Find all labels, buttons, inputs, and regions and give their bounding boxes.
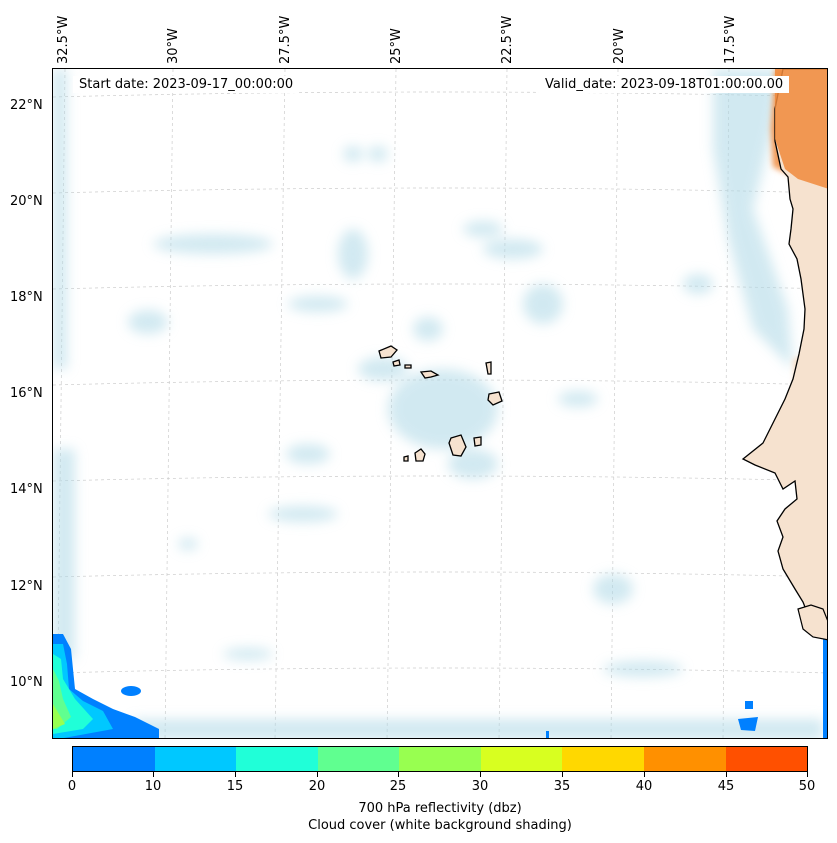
colorbar-title: 700 hPa reflectivity (dbz) bbox=[358, 801, 522, 816]
colorbar-tick bbox=[153, 772, 154, 777]
colorbar-segment bbox=[73, 747, 155, 771]
lat-label-14n: 14°N bbox=[10, 482, 43, 497]
colorbar-tick-label: 35 bbox=[553, 779, 571, 794]
colorbar-tick-label: 20 bbox=[308, 779, 326, 794]
lon-label-17.5w: 17.5°W bbox=[723, 15, 738, 64]
lon-label-20w: 20°W bbox=[612, 28, 627, 64]
lon-label-32.5w: 32.5°W bbox=[56, 15, 71, 64]
colorbar-tick bbox=[726, 772, 727, 777]
colorbar-tick-label: 45 bbox=[717, 779, 735, 794]
lat-label-12n: 12°N bbox=[10, 579, 43, 594]
colorbar-tick bbox=[562, 772, 563, 777]
lat-label-20n: 20°N bbox=[10, 194, 43, 209]
cloud-cover bbox=[53, 69, 823, 738]
colorbar-segment bbox=[154, 747, 237, 771]
colorbar-tick-label: 50 bbox=[798, 779, 816, 794]
colorbar-tick-label: 0 bbox=[67, 779, 77, 794]
lon-label-25w: 25°W bbox=[389, 28, 404, 64]
colorbar-tick-label: 10 bbox=[144, 779, 162, 794]
map-area bbox=[52, 68, 828, 739]
lat-label-16n: 16°N bbox=[10, 386, 43, 401]
colorbar-tick-label: 15 bbox=[226, 779, 244, 794]
colorbar-segment bbox=[399, 747, 481, 771]
lon-label-27.5w: 27.5°W bbox=[278, 15, 293, 64]
colorbar-segment bbox=[236, 747, 318, 771]
lat-label-10n: 10°N bbox=[10, 675, 43, 690]
lon-label-22.5w: 22.5°W bbox=[500, 15, 515, 64]
colorbar-tick bbox=[398, 772, 399, 777]
colorbar-tick-label: 40 bbox=[635, 779, 653, 794]
lon-label-30w: 30°W bbox=[166, 28, 181, 64]
colorbar-tick bbox=[644, 772, 645, 777]
colorbar-subtitle: Cloud cover (white background shading) bbox=[308, 818, 572, 833]
colorbar-segment bbox=[725, 747, 808, 771]
colorbar-tick bbox=[235, 772, 236, 777]
colorbar-tick bbox=[807, 772, 808, 777]
coastline-africa bbox=[741, 69, 827, 641]
lat-label-18n: 18°N bbox=[10, 290, 43, 305]
colorbar-tick bbox=[480, 772, 481, 777]
colorbar-tick-label: 30 bbox=[471, 779, 489, 794]
cape-verde-islands bbox=[378, 345, 503, 462]
colorbar-segment bbox=[317, 747, 400, 771]
reflectivity-blobs bbox=[53, 629, 827, 738]
lat-label-22n: 22°N bbox=[10, 98, 43, 113]
colorbar-tick bbox=[317, 772, 318, 777]
colorbar bbox=[72, 746, 808, 772]
map-canvas bbox=[53, 69, 827, 738]
valid-date-label: Valid_date: 2023-09-18T01:00:00.00 bbox=[539, 76, 790, 93]
colorbar-segment bbox=[480, 747, 563, 771]
colorbar-tick bbox=[72, 772, 73, 777]
colorbar-tick-label: 25 bbox=[389, 779, 407, 794]
start-date-label: Start date: 2023-09-17_00:00:00 bbox=[73, 76, 300, 93]
colorbar-segment bbox=[643, 747, 726, 771]
colorbar-segment bbox=[562, 747, 644, 771]
